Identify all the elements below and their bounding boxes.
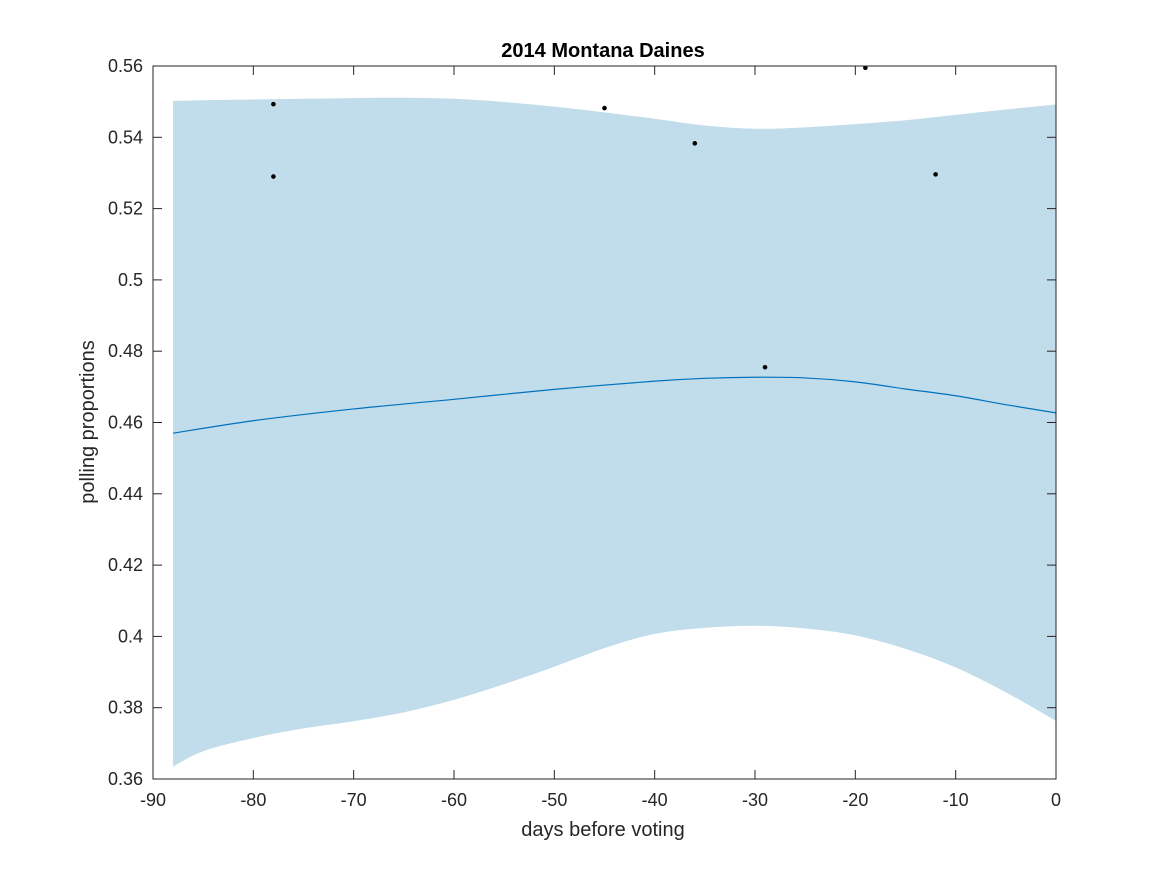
- x-tick-label: -60: [441, 790, 467, 810]
- axes: -90 -80 -70 -60 -50 -40 -30 -20 -10 0 0.36 0.38 0.4 0…: [108, 56, 1061, 810]
- poll-point: [692, 141, 698, 146]
- y-tick-label: 0.52: [108, 199, 143, 219]
- y-tick-label: 0.54: [108, 127, 143, 147]
- x-tick-label: -70: [341, 790, 367, 810]
- mean-line: [172, 376, 1057, 434]
- poll-point: [602, 105, 607, 111]
- y-tick-label: 0.36: [108, 769, 143, 789]
- x-tick-label: -80: [240, 790, 266, 810]
- y-tick-label: 0.44: [108, 484, 143, 504]
- x-tick-label: -20: [842, 790, 868, 810]
- y-tick-label: 0.56: [108, 56, 143, 76]
- y-tick-label: 0.42: [108, 555, 143, 575]
- poll-point: [933, 172, 938, 177]
- plot-area: [172, 65, 1057, 767]
- poll-point: [762, 364, 768, 370]
- y-tick-label: 0.48: [108, 341, 143, 361]
- x-tick-label: -50: [541, 790, 567, 810]
- x-tick-label: 0: [1051, 790, 1061, 810]
- y-axis-label: polling proportions: [77, 340, 99, 503]
- y-tick-label: 0.4: [118, 626, 143, 646]
- y-tick-label: 0.46: [108, 413, 143, 433]
- x-axis-label: days before voting: [521, 819, 684, 841]
- x-tick-label: -90: [140, 790, 166, 810]
- chart-title: 2014 Montana Daines: [501, 40, 704, 62]
- poll-point: [863, 65, 868, 71]
- confidence-band: [173, 97, 1056, 767]
- y-tick-label: 0.38: [108, 698, 143, 718]
- poll-point: [271, 101, 276, 107]
- poll-point: [271, 174, 276, 179]
- x-tick-label: -10: [943, 790, 969, 810]
- x-tick-label: -30: [742, 790, 768, 810]
- y-tick-label: 0.5: [118, 270, 143, 290]
- x-tick-label: -40: [642, 790, 668, 810]
